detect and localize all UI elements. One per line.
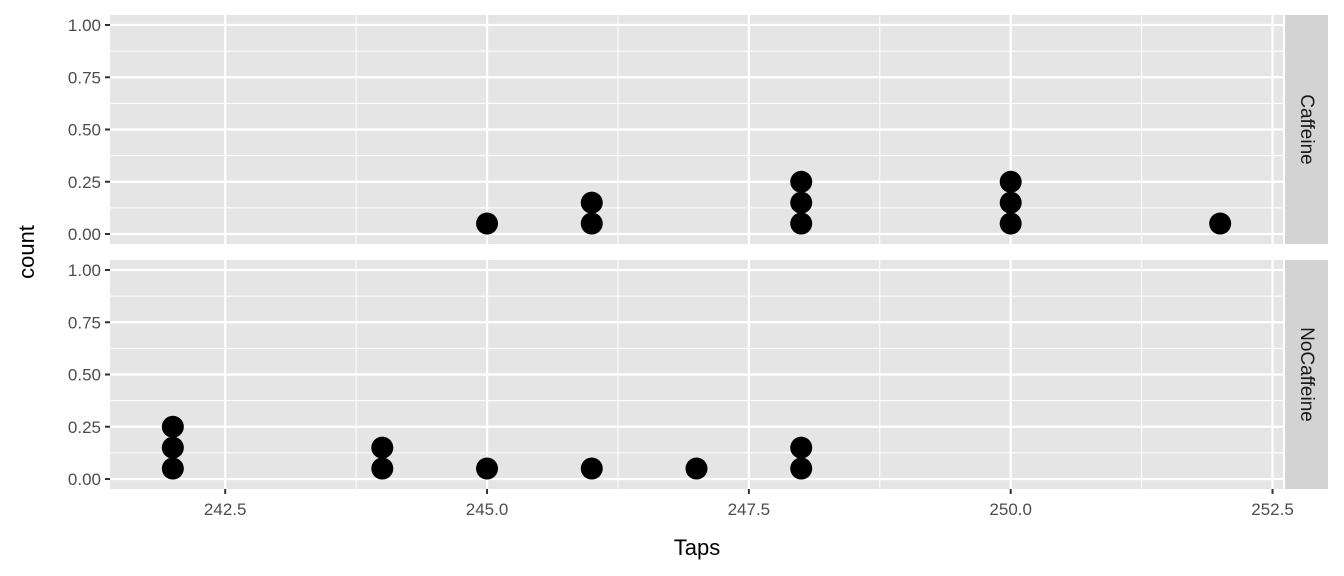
data-point	[685, 457, 708, 480]
facet-strip	[1285, 15, 1328, 244]
data-point	[999, 212, 1022, 235]
data-point	[371, 436, 394, 459]
facet-panel-nocaffeine: 0.00 0.25 0.50 0.75 1.00 NoCaffeine	[68, 260, 1328, 489]
x-tick-label: 245.0	[466, 500, 509, 519]
data-point	[580, 191, 603, 214]
data-point	[999, 170, 1022, 193]
facet-strip	[1285, 260, 1328, 489]
y-axis-title: count	[14, 225, 39, 279]
y-tick-label: 0.50	[68, 366, 101, 385]
facet-strip-label: Caffeine	[1296, 94, 1317, 164]
facet-strip-label: NoCaffeine	[1296, 327, 1317, 422]
y-tick-label: 0.00	[68, 225, 101, 244]
y-tick-label: 1.00	[68, 16, 101, 35]
data-point	[161, 415, 184, 438]
y-tick-label: 0.00	[68, 470, 101, 489]
data-point	[161, 457, 184, 480]
x-tick-label: 250.0	[989, 500, 1032, 519]
y-tick-label: 0.25	[68, 173, 101, 192]
data-point	[999, 191, 1022, 214]
x-tick-label: 247.5	[728, 500, 771, 519]
data-point	[790, 191, 813, 214]
y-tick-label: 0.75	[68, 313, 101, 332]
data-point	[790, 436, 813, 459]
x-axis: 242.5 245.0 247.5 250.0 252.5	[204, 489, 1294, 519]
data-point	[371, 457, 394, 480]
data-point	[790, 212, 813, 235]
x-tick-label: 252.5	[1251, 500, 1294, 519]
data-point	[476, 457, 499, 480]
data-point	[476, 212, 499, 235]
data-point	[580, 457, 603, 480]
facet-panel-caffeine: 0.00 0.25 0.50 0.75 1.00 Caffeine	[68, 15, 1328, 244]
data-point	[1209, 212, 1232, 235]
data-point	[790, 170, 813, 193]
y-tick-label: 0.50	[68, 121, 101, 140]
y-tick-label: 1.00	[68, 261, 101, 280]
data-point	[580, 212, 603, 235]
x-axis-title: Taps	[674, 535, 720, 560]
data-point	[790, 457, 813, 480]
y-tick-label: 0.75	[68, 68, 101, 87]
data-point	[161, 436, 184, 459]
y-tick-label: 0.25	[68, 418, 101, 437]
x-tick-label: 242.5	[204, 500, 247, 519]
